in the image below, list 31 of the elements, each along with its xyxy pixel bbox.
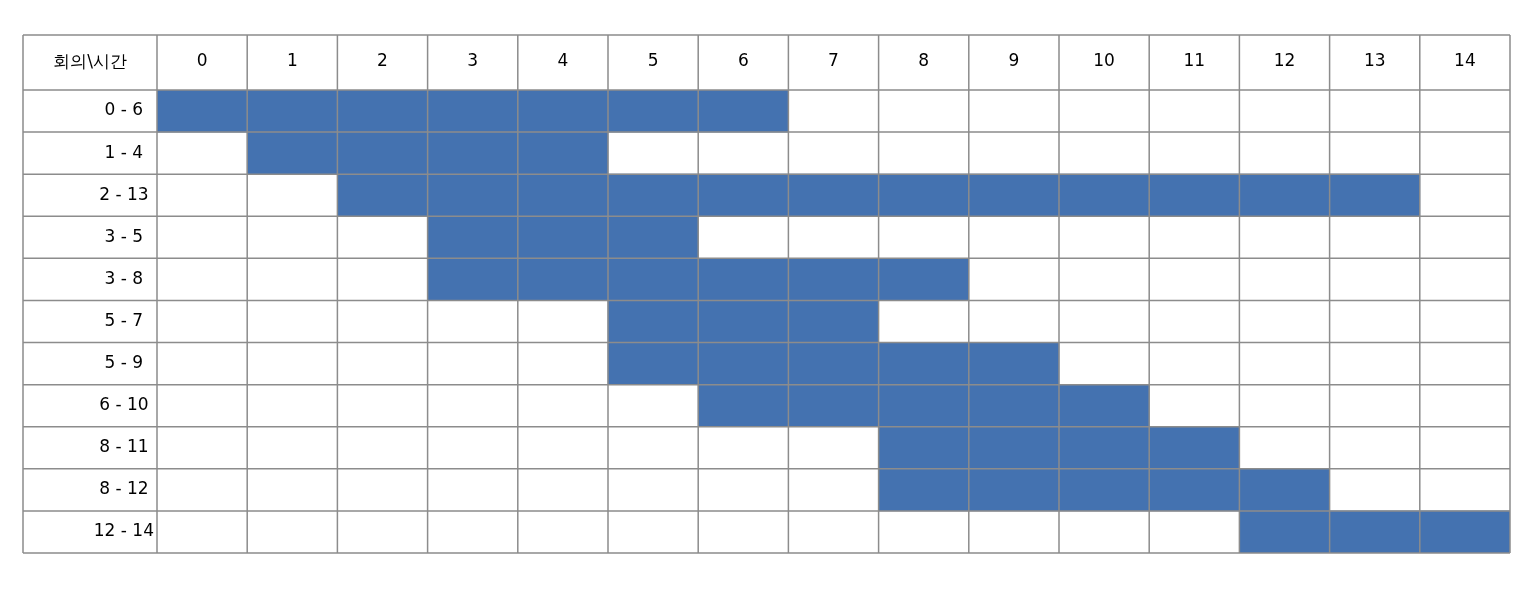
x-tick-label: 12 <box>1273 50 1296 71</box>
bar <box>157 90 789 133</box>
y-axis-title: 회의\시간 <box>53 50 127 71</box>
x-tick-label: 9 <box>1008 50 1020 71</box>
y-tick-label: 0 - 6 <box>104 99 144 120</box>
y-tick-label: 3 - 5 <box>104 225 144 246</box>
x-tick-label: 5 <box>647 50 659 71</box>
y-tick-label: 3 - 8 <box>104 267 144 288</box>
x-tick-label: 14 <box>1454 50 1476 71</box>
bar <box>1239 510 1510 553</box>
x-tick-label: 11 <box>1183 50 1206 71</box>
x-tick-label: 10 <box>1093 50 1115 71</box>
x-tick-label: 13 <box>1363 50 1386 71</box>
x-tick-label: 6 <box>737 50 749 71</box>
y-tick-label: 6 - 10 <box>99 394 149 415</box>
y-tick-label: 8 - 11 <box>99 436 149 457</box>
y-tick-label: 1 - 4 <box>104 141 144 162</box>
y-tick-label: 12 - 14 <box>93 520 155 541</box>
y-tick-label: 5 - 7 <box>104 309 144 330</box>
x-tick-label: 2 <box>377 50 388 71</box>
x-tick-label: 4 <box>557 50 569 71</box>
y-tick-label: 8 - 12 <box>99 478 149 499</box>
bar <box>246 131 609 175</box>
x-tick-label: 0 <box>196 50 208 71</box>
x-tick-label: 3 <box>467 50 479 71</box>
bar <box>878 468 1330 512</box>
x-tick-label: 1 <box>286 50 298 71</box>
x-tick-label: 8 <box>918 50 930 71</box>
y-tick-label: 2 - 13 <box>99 183 149 204</box>
x-tick-label: 7 <box>828 50 839 71</box>
y-tick-label: 5 - 9 <box>104 352 144 373</box>
